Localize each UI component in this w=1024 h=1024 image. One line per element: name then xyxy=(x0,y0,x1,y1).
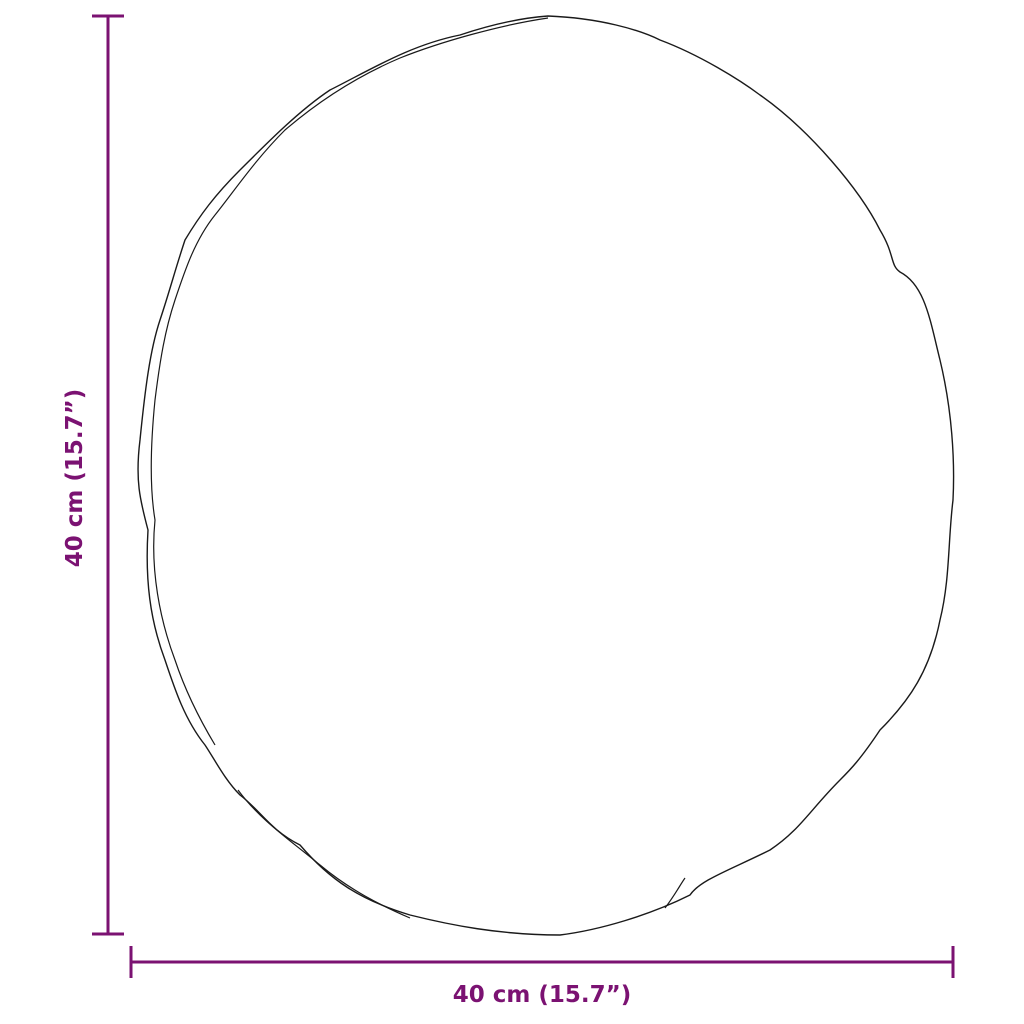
mirror-inner-edge xyxy=(150,17,549,746)
height-dimension: 40 cm (15.7”) xyxy=(62,14,124,936)
mirror-bottom-edge xyxy=(237,789,686,919)
mirror-outline xyxy=(137,15,955,936)
width-label: 40 cm (15.7”) xyxy=(453,982,632,1008)
width-dimension: 40 cm (15.7”) xyxy=(129,946,955,1008)
height-label: 40 cm (15.7”) xyxy=(62,389,88,568)
